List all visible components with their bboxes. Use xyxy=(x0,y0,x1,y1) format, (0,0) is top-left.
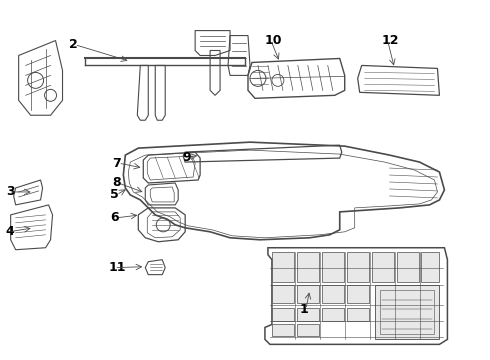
Bar xyxy=(272,252,294,282)
Text: 8: 8 xyxy=(112,176,121,189)
Bar xyxy=(322,252,343,282)
Bar xyxy=(297,307,319,321)
Bar xyxy=(347,252,368,282)
Text: 10: 10 xyxy=(265,34,282,47)
Text: 5: 5 xyxy=(110,188,119,202)
Text: 9: 9 xyxy=(182,150,191,163)
Bar xyxy=(297,252,319,282)
Bar xyxy=(347,285,368,302)
Text: 11: 11 xyxy=(108,261,126,274)
Text: 2: 2 xyxy=(69,38,77,51)
Bar xyxy=(297,324,319,336)
Bar xyxy=(371,252,393,282)
Text: 3: 3 xyxy=(6,185,15,198)
Bar xyxy=(297,285,319,302)
Text: 6: 6 xyxy=(110,211,119,224)
Bar xyxy=(272,285,294,302)
Text: 4: 4 xyxy=(6,225,15,238)
Bar xyxy=(322,307,343,321)
Bar xyxy=(272,324,294,336)
Bar xyxy=(272,307,294,321)
Text: 12: 12 xyxy=(382,34,399,47)
Bar xyxy=(421,252,440,282)
Text: 7: 7 xyxy=(112,157,121,170)
Polygon shape xyxy=(375,285,440,339)
Bar xyxy=(322,285,343,302)
Bar xyxy=(396,252,418,282)
Bar xyxy=(347,307,368,321)
Text: 1: 1 xyxy=(300,303,309,316)
